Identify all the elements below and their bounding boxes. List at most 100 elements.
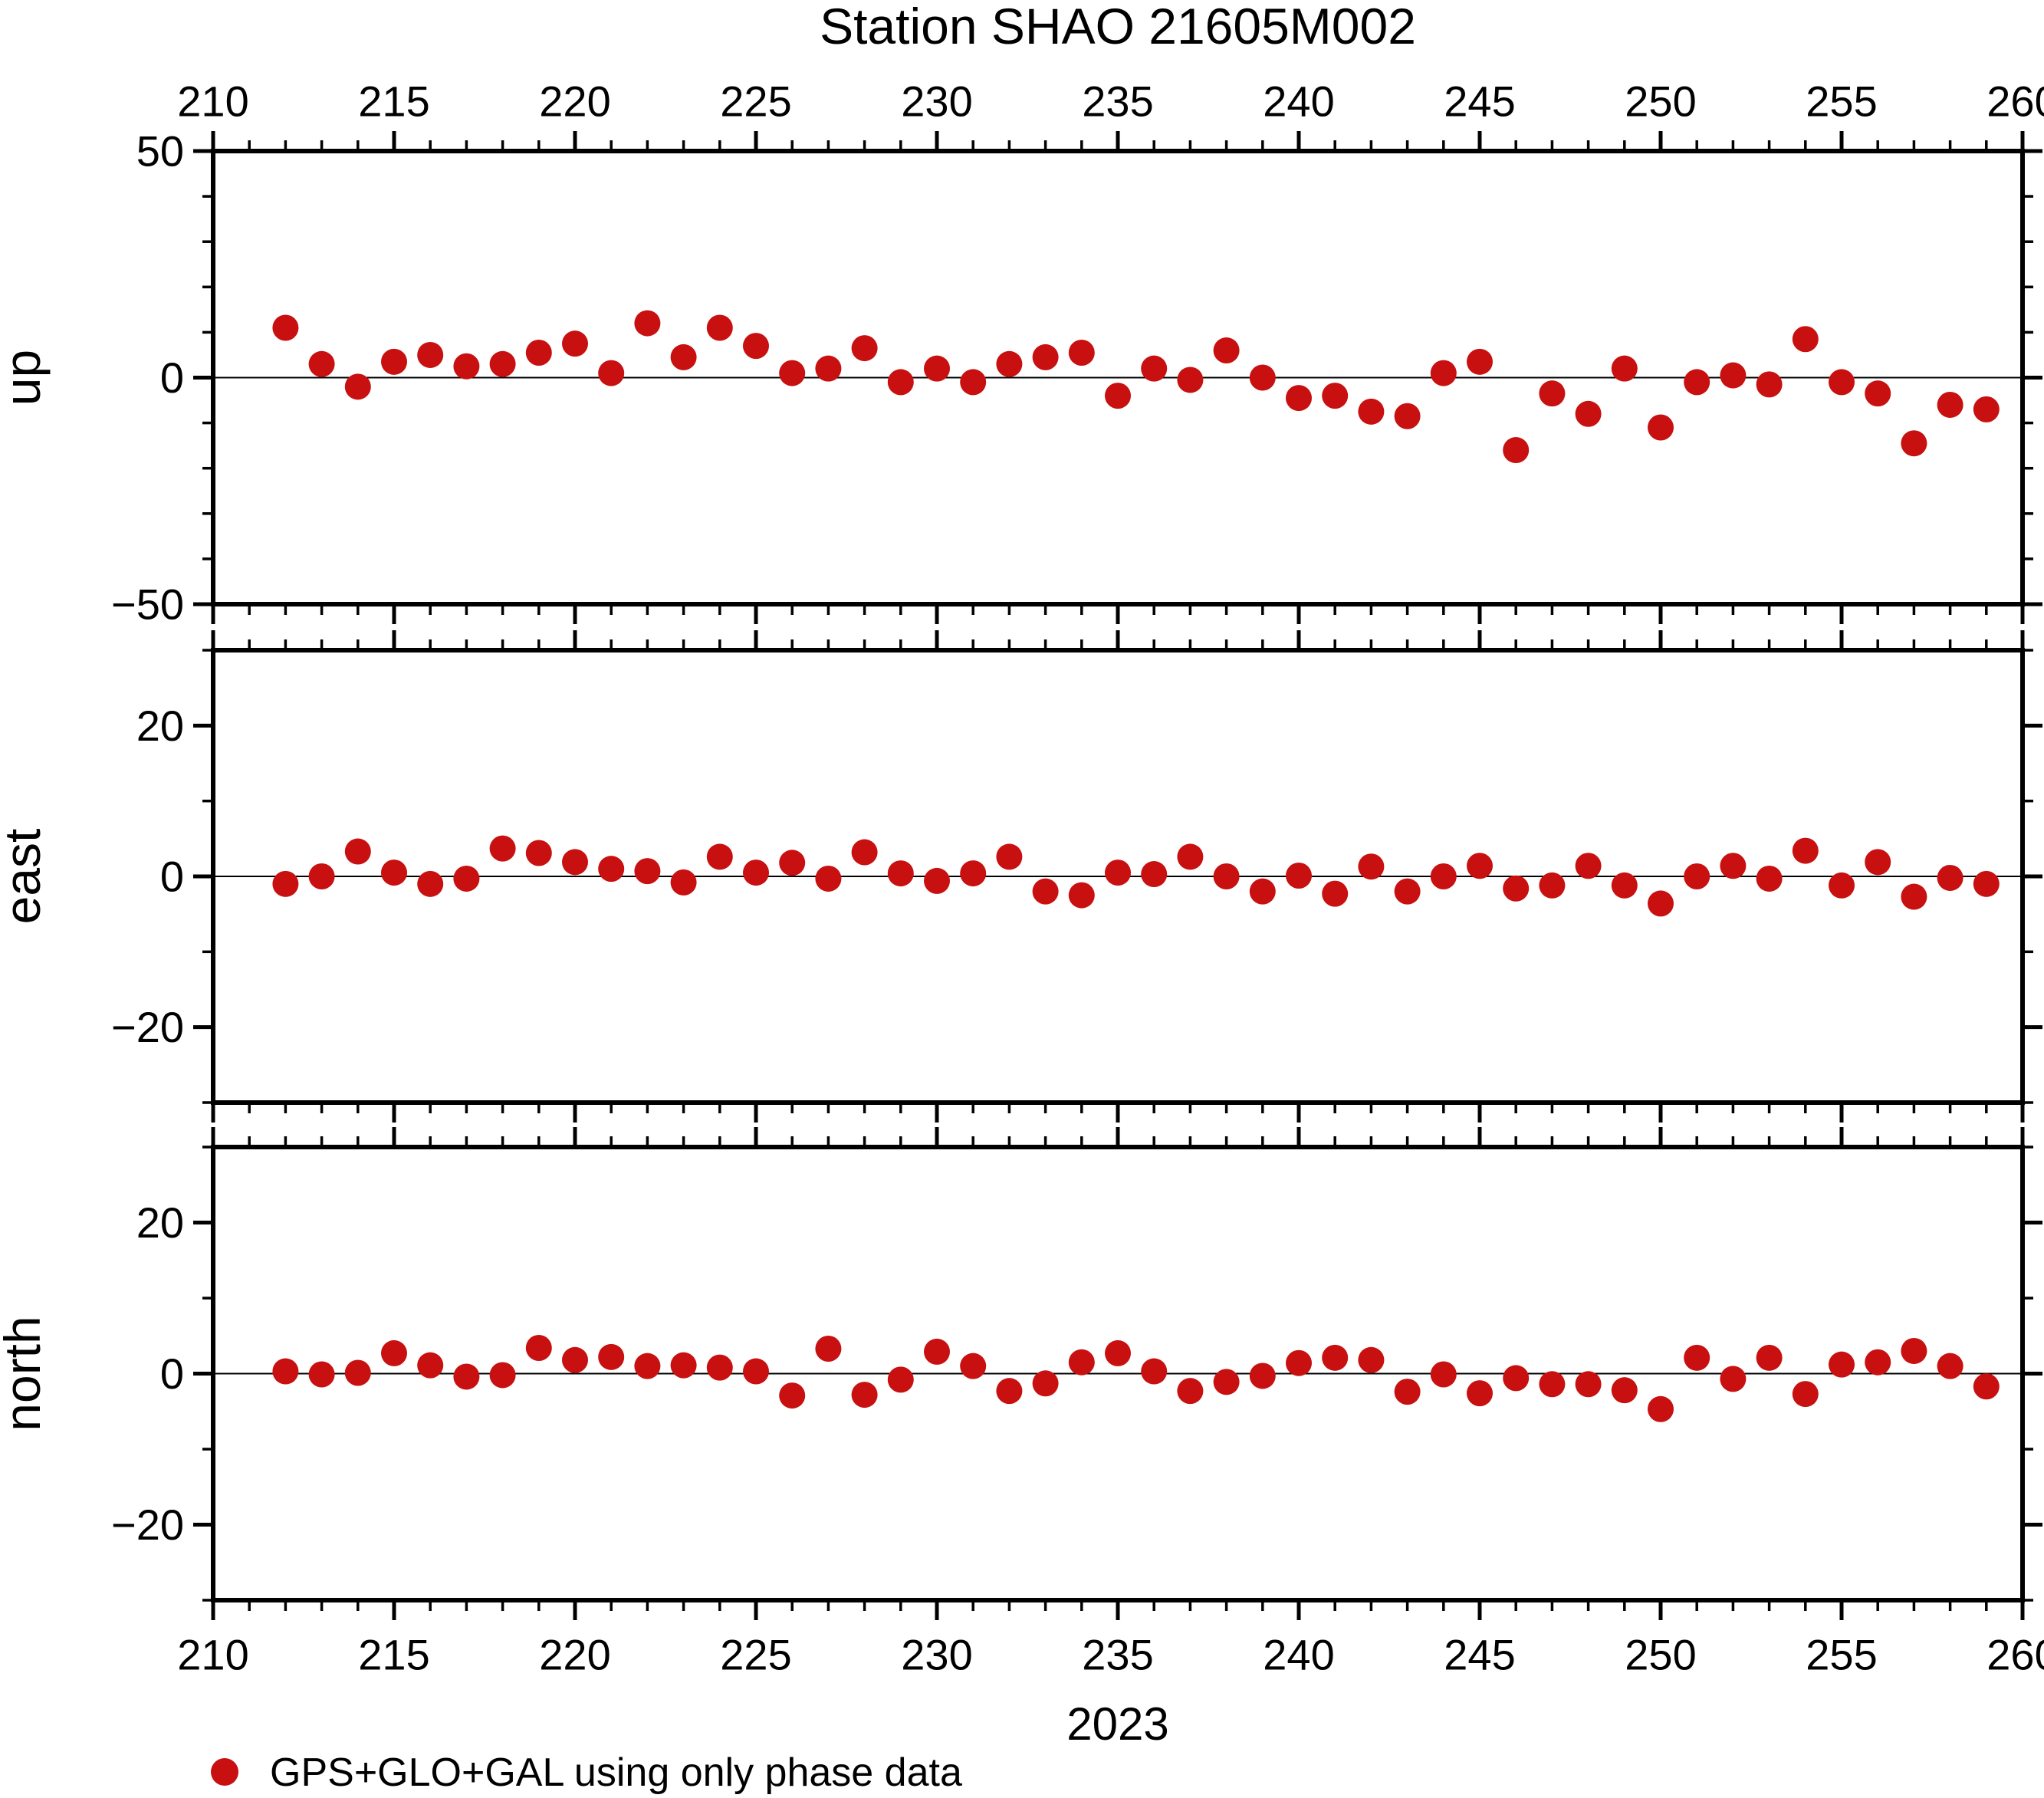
data-point: [1394, 403, 1421, 429]
data-point: [1467, 1380, 1493, 1407]
top-x-tick-label: 210: [177, 77, 248, 126]
top-x-tick-label: 240: [1263, 77, 1334, 126]
data-point: [1249, 878, 1276, 905]
bottom-x-tick-label: 220: [539, 1631, 610, 1679]
data-point: [1901, 430, 1927, 457]
data-point: [562, 849, 588, 876]
data-point: [598, 360, 625, 386]
top-x-tick-label: 220: [539, 77, 610, 126]
data-point: [1539, 1371, 1566, 1398]
data-point: [887, 1366, 914, 1393]
data-point: [1684, 1344, 1710, 1371]
data-point: [670, 343, 697, 370]
data-point: [887, 369, 914, 396]
data-point: [670, 869, 697, 896]
data-point: [1358, 853, 1385, 880]
data-point: [924, 1338, 950, 1365]
data-point: [1684, 863, 1710, 889]
data-point: [598, 1343, 625, 1370]
panels-layer: 50 0 −50 20 0 −20 20 0 −20 210 210 215 215 220 220 225 2…: [111, 77, 2044, 1679]
data-point: [525, 339, 552, 366]
data-point: [670, 1352, 697, 1379]
data-point: [706, 1354, 733, 1381]
data-point: [1105, 1339, 1131, 1366]
data-point: [1973, 396, 2000, 422]
bottom-x-tick-label: 260: [1986, 1631, 2044, 1679]
panel-frame-up: [211, 149, 2025, 606]
data-point: [1503, 437, 1530, 464]
data-point: [924, 355, 950, 382]
panel-north: 20 0 −20: [111, 1127, 2042, 1620]
y-tick-label-up: 0: [160, 353, 184, 402]
data-point: [308, 863, 335, 889]
data-point: [1973, 1373, 2000, 1400]
data-point: [1865, 1349, 1891, 1376]
data-point: [1792, 1381, 1819, 1408]
data-point: [1322, 1344, 1349, 1371]
data-point: [344, 373, 371, 400]
bottom-x-tick-label: 250: [1625, 1631, 1696, 1679]
y-tick-label-north: 20: [136, 1198, 184, 1247]
data-point: [1829, 369, 1855, 396]
data-point: [344, 838, 371, 865]
data-point: [1430, 360, 1457, 386]
data-point: [1068, 339, 1095, 366]
data-point: [996, 1378, 1023, 1405]
data-point: [344, 1359, 371, 1386]
data-point: [743, 860, 769, 886]
data-point: [1684, 369, 1710, 396]
data-point: [1937, 864, 1963, 891]
data-point: [851, 1382, 878, 1408]
data-point: [1756, 865, 1783, 892]
x-axis-year-label: 2023: [1066, 1698, 1168, 1750]
data-point: [1865, 380, 1891, 407]
data-point: [1141, 1358, 1168, 1385]
data-point: [1032, 343, 1059, 370]
data-point: [1032, 1370, 1059, 1397]
data-point: [634, 1353, 661, 1379]
legend-label: GPS+GLO+GAL using only phase data: [270, 1750, 962, 1795]
data-point: [1213, 1369, 1240, 1395]
data-point: [1756, 371, 1783, 398]
data-point: [1901, 883, 1927, 910]
data-point: [1358, 1346, 1385, 1373]
data-point: [453, 353, 480, 380]
data-point: [1068, 882, 1095, 909]
panel-frame-east: [211, 648, 2025, 1105]
chart-title: Station SHAO 21605M002: [820, 0, 1416, 54]
data-point: [417, 870, 444, 897]
panel-east: 20 0 −20: [111, 630, 2042, 1123]
data-point: [779, 1382, 806, 1409]
data-point: [960, 1353, 987, 1379]
data-point: [887, 860, 914, 887]
data-point: [851, 335, 878, 362]
data-point: [1648, 890, 1674, 917]
legend: GPS+GLO+GAL using only phase data: [211, 1750, 962, 1795]
legend-marker-icon: [211, 1758, 238, 1786]
panel-up: 50 0 −50: [111, 127, 2042, 629]
data-point: [525, 840, 552, 866]
data-point: [1720, 1366, 1747, 1392]
data-point: [1249, 364, 1276, 391]
data-point: [1611, 1377, 1638, 1404]
data-point: [308, 1361, 335, 1388]
data-point: [634, 858, 661, 885]
top-x-tick-label: 215: [358, 77, 429, 126]
bottom-x-tick-label: 255: [1806, 1631, 1877, 1679]
data-point: [1792, 837, 1819, 864]
data-point: [1141, 861, 1168, 888]
data-point: [1286, 863, 1312, 889]
data-point: [1177, 1378, 1204, 1405]
data-point: [1829, 1351, 1855, 1378]
data-point: [453, 865, 480, 892]
data-point: [1177, 367, 1204, 393]
data-point: [1467, 853, 1493, 879]
data-point: [1358, 398, 1385, 425]
data-point: [1575, 853, 1602, 879]
top-x-tick-label: 225: [720, 77, 791, 126]
panel-frame-north: [211, 1145, 2025, 1602]
data-point: [851, 839, 878, 866]
y-axis-label-up: up: [0, 350, 51, 406]
data-point: [1973, 870, 2000, 897]
data-point: [706, 314, 733, 341]
